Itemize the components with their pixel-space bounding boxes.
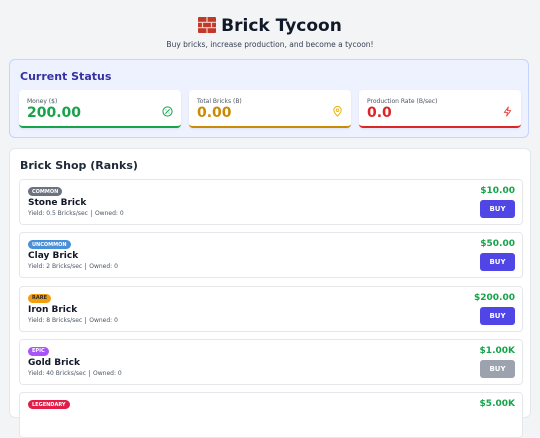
subtitle: Buy bricks, increase production, and bec… bbox=[166, 40, 374, 49]
owned: Owned: 0 bbox=[89, 316, 118, 324]
rank-badge: COMMON bbox=[28, 187, 63, 196]
status-card: Production Rate (B/sec) 0.0 bbox=[359, 90, 521, 128]
buy-button[interactable]: BUY bbox=[480, 200, 515, 218]
shop-item: COMMON Stone Brick Yield: 0.5 Bricks/sec Ow… bbox=[19, 179, 523, 225]
buy-button[interactable]: BUY bbox=[480, 253, 515, 272]
buy-button[interactable]: BUY bbox=[480, 306, 515, 325]
separator bbox=[85, 263, 87, 271]
price: $10.00 bbox=[480, 186, 515, 196]
card-icon bbox=[332, 102, 343, 121]
owned: Owned: 0 bbox=[93, 369, 122, 377]
yield: Yield: 40 Bricks/sec bbox=[28, 369, 87, 377]
item-info: Yield: 0.5 Bricks/sec Owned: 0 bbox=[28, 210, 124, 217]
item-name: Iron Brick bbox=[28, 304, 78, 315]
price: $50.00 bbox=[480, 239, 515, 250]
item-name: Stone Brick bbox=[28, 198, 87, 208]
card-label: Production Rate (B/sec) bbox=[367, 98, 438, 105]
item-name: Clay Brick bbox=[28, 251, 79, 262]
separator bbox=[89, 369, 91, 377]
page: {"header": {"title": "Brick Tycoon", "su… bbox=[0, 16, 540, 438]
price: $5.00K bbox=[479, 399, 515, 410]
brick-icon bbox=[198, 17, 217, 33]
card-value: 0.0 bbox=[367, 105, 392, 121]
yield: Yield: 0.5 Bricks/sec bbox=[28, 210, 88, 217]
rank-badge: EPIC bbox=[28, 346, 49, 356]
yield: Yield: 2 Bricks/sec bbox=[28, 263, 83, 271]
buy-button[interactable]: BUY bbox=[480, 359, 515, 378]
card-value: 200.00 bbox=[27, 105, 82, 121]
shop-panel: Brick Shop (Ranks) COMMON Stone Brick Yiel… bbox=[9, 148, 531, 438]
separator bbox=[85, 316, 87, 324]
shop-item: UNCOMMON Clay Brick Yield: 2 Bricks/sec Own… bbox=[19, 232, 523, 279]
status-card: Total Bricks (B) 0.00 bbox=[189, 90, 351, 128]
owned: Owned: 0 bbox=[89, 263, 118, 271]
owned: Owned: 0 bbox=[94, 210, 124, 217]
status-title: Current Status bbox=[20, 70, 112, 83]
separator bbox=[90, 210, 92, 217]
status-card: Money ($) 200.00 bbox=[19, 90, 181, 128]
price: $200.00 bbox=[474, 292, 515, 303]
card-label: Money ($) bbox=[27, 98, 58, 105]
item-info: Yield: 40 Bricks/sec Owned: 0 bbox=[28, 369, 122, 377]
price: $1.00K bbox=[479, 345, 515, 356]
title: Brick Tycoon bbox=[221, 16, 342, 36]
shop-item: LEGENDARY $5.00K bbox=[19, 392, 523, 438]
item-info: Yield: 8 Bricks/sec Owned: 0 bbox=[28, 316, 118, 324]
status-panel: Current Status Money ($) 200.00 Total Bric… bbox=[9, 59, 529, 138]
rank-badge: UNCOMMON bbox=[28, 240, 71, 250]
item-info: Yield: 2 Bricks/sec Owned: 0 bbox=[28, 263, 118, 271]
yield: Yield: 8 Bricks/sec bbox=[28, 316, 83, 324]
card-label: Total Bricks (B) bbox=[197, 98, 242, 105]
item-name: Gold Brick bbox=[28, 357, 80, 368]
shop-item: RARE Iron Brick Yield: 8 Bricks/sec Owned: … bbox=[19, 285, 523, 332]
card-value: 0.00 bbox=[197, 105, 232, 121]
shop-title: Brick Shop (Ranks) bbox=[20, 159, 138, 172]
title-row: Brick Tycoon bbox=[0, 16, 540, 36]
rank-badge: RARE bbox=[28, 293, 51, 303]
card-icon bbox=[502, 102, 513, 121]
shop-item: EPIC Gold Brick Yield: 40 Bricks/sec Owned:… bbox=[19, 338, 523, 385]
card-icon bbox=[162, 102, 173, 121]
